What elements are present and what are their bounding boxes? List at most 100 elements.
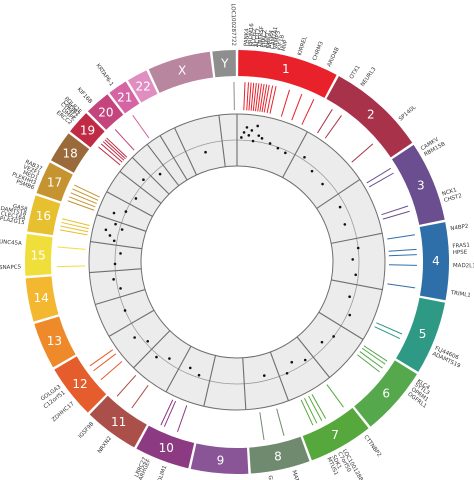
mutation-mark-1-1 [246, 82, 250, 111]
mutation-mark-10-0 [177, 405, 188, 433]
scatter-point-31 [155, 355, 158, 359]
gene-label-7: NPHP4 [267, 29, 276, 49]
scatter-point-17 [356, 246, 360, 250]
scatter-separator-8 [242, 357, 247, 410]
scatter-separator-14 [89, 268, 142, 274]
mutation-mark-8-1 [259, 412, 265, 441]
scatter-point-30 [168, 357, 171, 360]
chromosome-segment-10 [136, 425, 195, 469]
chromosome-label-7: 7 [331, 428, 339, 442]
scatter-point-6 [256, 124, 260, 128]
mutation-marks-track [57, 82, 417, 441]
scatter-point-42 [120, 228, 124, 231]
scatter-separator-16 [96, 214, 147, 232]
mutation-mark-12-0 [100, 361, 123, 381]
gene-label-23: FRAS1 [452, 243, 470, 250]
gene-label-51: CLEC16A [0, 211, 26, 222]
mutation-mark-21-0 [132, 114, 150, 139]
scatter-separator-17 [106, 191, 153, 217]
mutation-mark-11-1 [116, 375, 137, 397]
mutation-mark-4-1 [388, 248, 417, 252]
chromosome-segment-1 [238, 50, 337, 98]
scatter-point-4 [250, 129, 254, 132]
mutation-mark-1-2 [248, 82, 252, 111]
scatter-separator-15 [90, 240, 142, 250]
mutation-mark-6-3 [357, 354, 380, 373]
scatter-point-48 [158, 172, 162, 176]
mutation-mark-10-1 [163, 400, 177, 427]
mutation-mark-16-1 [60, 225, 89, 233]
mutation-mark-1-7 [259, 83, 265, 112]
gene-label-56: MED1 [22, 170, 39, 182]
scatter-point-13 [310, 169, 314, 173]
chromosome-segment-2 [326, 76, 413, 158]
gene-label-17: SP140L [398, 104, 418, 123]
gene-label-13: CHRM3 [312, 40, 325, 61]
chromosome-label-22: 22 [136, 80, 151, 94]
mutation-mark-19-2 [102, 141, 125, 161]
scatter-point-46 [134, 197, 138, 200]
gene-label-53: GAS8 [12, 204, 29, 214]
gene-label-16: NEURL3 [360, 66, 378, 88]
gene-label-40: PDLIM1 [156, 465, 168, 480]
chromosome-segment-5 [396, 297, 446, 372]
mutation-mark-4-4 [387, 283, 416, 289]
chromosome-label-2: 2 [367, 108, 375, 122]
mutation-mark-4-0 [387, 234, 415, 240]
mutation-mark-16-2 [61, 221, 89, 230]
scatter-point-10 [276, 146, 280, 150]
mutation-mark-12-1 [93, 353, 117, 372]
scatter-separator-19 [131, 157, 170, 195]
scatter-point-3 [247, 134, 251, 137]
scatter-separator-12 [108, 309, 155, 337]
chromosome-label-21: 21 [117, 91, 132, 105]
chromosome-segment-21 [109, 81, 140, 114]
scatter-point-2 [245, 126, 249, 129]
gene-label-25: MAD2L1 [453, 263, 474, 269]
scatter-point-23 [320, 340, 324, 344]
scatter-separator-3 [331, 232, 383, 244]
chromosome-segment-13 [34, 316, 76, 368]
scatter-point-43 [114, 222, 117, 226]
scatter-separator-1 [282, 131, 308, 178]
gene-label-4: TNFRSF [257, 26, 265, 49]
scatter-separator-20 [146, 144, 180, 187]
mutation-mark-3-1 [368, 172, 394, 188]
chromosome-segment-22 [127, 70, 158, 103]
chromosome-label-13: 13 [47, 334, 62, 348]
chromosome-segment-8 [249, 436, 310, 474]
scatter-point-28 [197, 373, 201, 377]
scatter-track-grid [89, 114, 383, 410]
gene-label-22: N4BP2 [450, 224, 469, 233]
gene-label-9: VAMP3 [273, 30, 282, 50]
scatter-point-16 [343, 223, 347, 226]
mutation-mark-6-2 [359, 351, 383, 369]
scatter-separator-9 [203, 355, 217, 407]
mutation-mark-2-2 [351, 143, 374, 163]
scatter-separator-22 [174, 127, 197, 176]
gene-label-39: GPR20 [266, 475, 275, 480]
mutation-mark-1-4 [252, 82, 257, 111]
chromosome-label-10: 10 [159, 441, 174, 455]
scatter-separator-18 [119, 171, 162, 204]
mutation-mark-4-2 [388, 254, 417, 257]
scatter-point-19 [354, 273, 358, 277]
mutation-mark-1-8 [261, 84, 268, 113]
scatter-separator-11 [133, 330, 171, 369]
scatter-point-18 [351, 258, 355, 261]
mutation-mark-16-3 [62, 218, 90, 226]
gene-label-21: CHST2 [443, 193, 462, 204]
scatter-point-39 [112, 239, 116, 243]
chromosome-label-18: 18 [63, 147, 78, 161]
gene-label-6: AJAP1 [263, 32, 271, 49]
mutation-mark-4-3 [388, 264, 417, 266]
scatter-separator-6 [296, 336, 331, 378]
scatter-separator-13 [95, 289, 146, 305]
mutation-mark-12-2 [89, 349, 114, 367]
chromosome-label-15: 15 [30, 248, 45, 262]
chromosome-label-12: 12 [72, 377, 87, 391]
chromosome-label-X: X [178, 64, 186, 78]
chromosome-label-17: 17 [47, 176, 62, 190]
